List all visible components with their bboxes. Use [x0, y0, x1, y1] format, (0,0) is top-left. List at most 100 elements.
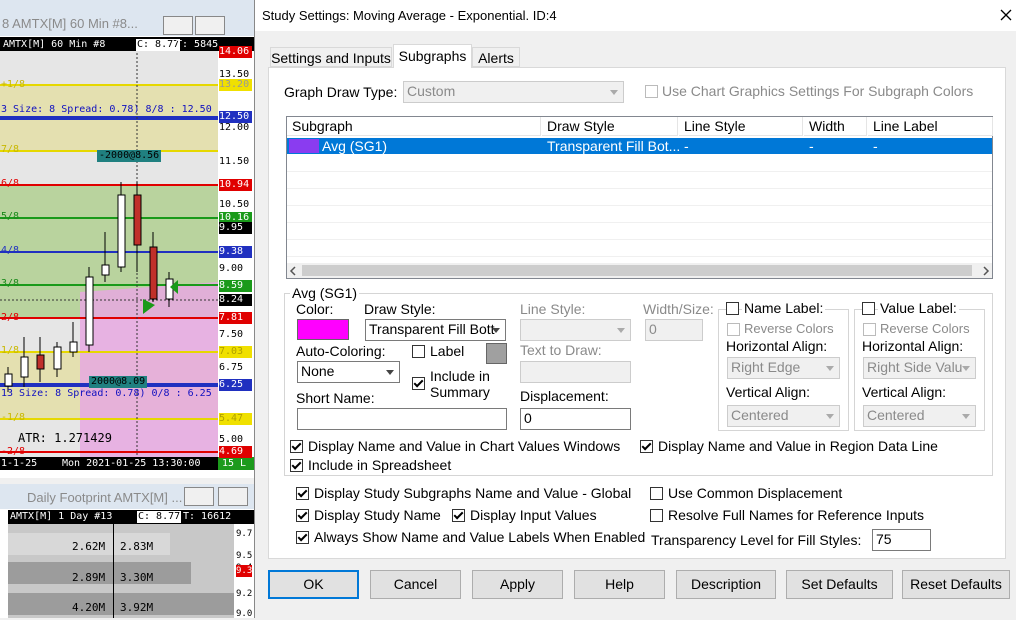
label: Line Style:	[520, 301, 586, 317]
draw-style-select[interactable]: Transparent Fill Bott	[365, 319, 506, 341]
row-line	[287, 171, 992, 172]
color-button[interactable]	[297, 319, 349, 340]
price-label: 9.95	[219, 222, 252, 234]
dialog-titlebar	[255, 0, 1016, 31]
select[interactable]: Right Edge	[727, 357, 840, 379]
checkbox-label: Use Common Displacement	[668, 485, 843, 501]
footprint-cell: 2.62M	[72, 540, 106, 553]
atr-label: ATR: 1.271429	[18, 431, 112, 445]
checkbox-label: Use Chart Graphics Settings For Subgraph…	[662, 83, 974, 99]
tab[interactable]: Subgraphs	[393, 44, 472, 68]
footprint-window: Daily Footprint AMTX[M] ... AMTX[M] 1 Da…	[0, 484, 254, 619]
price-label: 7.81	[219, 312, 252, 324]
price-label: 8.24	[219, 294, 252, 306]
column-header[interactable]: Width	[804, 117, 867, 136]
button[interactable]: Description	[676, 570, 776, 599]
minimize-button[interactable]	[184, 487, 214, 506]
button[interactable]: Cancel	[370, 570, 461, 599]
checkbox[interactable]	[296, 509, 309, 522]
checkbox[interactable]	[650, 509, 663, 522]
button[interactable]: Help	[574, 570, 665, 599]
table-cell: -	[809, 138, 814, 154]
auto-coloring-select[interactable]: None	[297, 361, 400, 383]
price-label: 6.75	[219, 362, 244, 373]
label-color-button[interactable]	[486, 343, 507, 364]
checkbox-label: Display Name and Value in Region Data Li…	[658, 438, 938, 454]
chart-close: C: 8.77	[136, 39, 181, 51]
level-label: 6/8	[1, 178, 20, 189]
graph-draw-type-select[interactable]: Custom	[403, 81, 624, 103]
select[interactable]: Centered	[727, 405, 840, 427]
price-label: 10.16	[219, 212, 252, 224]
level-label: -2/8	[1, 446, 26, 457]
table-row-selected[interactable]	[287, 138, 992, 154]
footprint-header-bar	[8, 510, 254, 524]
tab[interactable]: Alerts	[472, 47, 520, 67]
color-swatch	[289, 139, 319, 153]
checkbox[interactable]	[640, 440, 653, 453]
footer-date: 1-1-25	[1, 458, 38, 469]
checkbox-label: Reverse Colors	[880, 321, 970, 336]
dialog-title: Study Settings: Moving Average - Exponen…	[262, 8, 557, 23]
text-to-draw-input[interactable]	[520, 361, 631, 383]
button[interactable]: Set Defaults	[786, 570, 893, 599]
checkbox[interactable]	[290, 440, 303, 453]
tab[interactable]: Settings and Inputs	[270, 47, 392, 67]
label: Displacement:	[520, 388, 609, 404]
price-label: 5.47	[219, 413, 252, 425]
price-label: 9.3	[236, 565, 253, 577]
checkbox[interactable]	[727, 323, 740, 336]
column-header[interactable]: Line Label	[868, 117, 993, 136]
footprint-cell: 2.89M	[72, 571, 106, 584]
button[interactable]: Reset Defaults	[902, 570, 1010, 599]
short-name-input[interactable]	[297, 408, 507, 430]
checkbox[interactable]	[645, 85, 658, 98]
select[interactable]: Right Side Valu	[863, 357, 976, 379]
button[interactable]: OK	[268, 570, 359, 599]
minimize-button[interactable]	[163, 16, 193, 35]
level-label: 1/8	[1, 345, 20, 356]
footer-time: Mon 2021-01-25 13:30:00	[62, 458, 201, 469]
chart-window: 8 AMTX[M] 60 Min #8...	[0, 0, 254, 478]
line-style-select[interactable]	[520, 319, 631, 341]
checkbox[interactable]	[412, 377, 425, 390]
checkbox[interactable]	[863, 323, 876, 336]
column-header[interactable]: Subgraph	[287, 117, 541, 136]
checkbox[interactable]	[452, 509, 465, 522]
restore-button[interactable]	[218, 487, 248, 506]
column-header[interactable]: Line Style	[679, 117, 803, 136]
checkbox[interactable]	[290, 459, 303, 472]
chart-ticks: T: 5845	[176, 39, 219, 50]
scroll-thumb[interactable]	[302, 265, 972, 276]
close-button[interactable]	[1000, 9, 1012, 21]
checkbox[interactable]	[726, 302, 739, 315]
table-cell: -	[684, 138, 689, 154]
row-line	[287, 239, 992, 240]
footprint-header: AMTX[M] 1 Day #13	[10, 511, 113, 522]
volume-bar	[8, 562, 191, 584]
checkbox[interactable]	[412, 345, 425, 358]
checkbox-label: Include in	[430, 368, 490, 384]
restore-button[interactable]	[195, 16, 225, 35]
button[interactable]: Apply	[472, 570, 563, 599]
price-label: 9.5	[236, 551, 253, 561]
transparency-input[interactable]: 75	[872, 529, 931, 551]
level-label: -1/8	[1, 412, 26, 423]
checkbox[interactable]	[862, 302, 875, 315]
price-label: 14.06	[219, 46, 252, 58]
label: Color:	[296, 301, 334, 317]
displacement-spin[interactable]: 0	[520, 408, 631, 430]
checkbox[interactable]	[296, 531, 309, 544]
checkbox[interactable]	[296, 487, 309, 500]
label: Graph Draw Type:	[284, 84, 398, 100]
chart-area	[0, 37, 254, 470]
price-label: 13.20	[219, 79, 252, 91]
width-spin[interactable]: 0	[645, 319, 703, 341]
footer-status: 15 L	[222, 458, 247, 469]
column-header[interactable]: Draw Style	[542, 117, 678, 136]
level-label: 5/8	[1, 211, 20, 222]
checkbox[interactable]	[650, 487, 663, 500]
checkbox-label: Label	[430, 343, 465, 359]
order-label: -2000@8.56	[97, 150, 162, 162]
select[interactable]: Centered	[863, 405, 976, 427]
